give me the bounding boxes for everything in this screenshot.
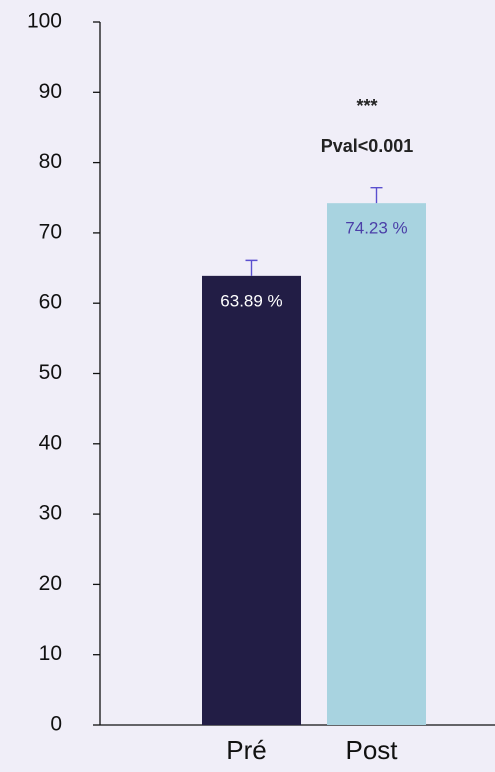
y-tick-label: 60: [39, 291, 62, 314]
y-tick-label: 30: [39, 502, 62, 525]
annotation: Pval<0.001: [321, 136, 414, 156]
y-tick-label: 50: [39, 361, 62, 384]
error-bar: [370, 186, 383, 204]
value-label: 74.23 %: [345, 219, 407, 238]
y-tick-label: 90: [39, 80, 62, 103]
y-tick-label: 100: [27, 10, 62, 33]
bar: [327, 203, 426, 726]
bar: [202, 275, 301, 725]
x-tick-label: Post: [345, 735, 398, 765]
y-tick-label: 0: [50, 713, 62, 736]
y-tick-label: 20: [39, 572, 62, 595]
error-bar: [245, 259, 258, 276]
y-tick-label: 80: [39, 150, 62, 173]
y-tick-label: 70: [39, 220, 62, 243]
y-tick-label: 40: [39, 431, 62, 454]
annotation: ***: [356, 96, 377, 116]
value-label: 63.89 %: [220, 291, 282, 310]
y-tick-label: 10: [39, 642, 62, 665]
x-tick-label: Pré: [226, 735, 266, 765]
